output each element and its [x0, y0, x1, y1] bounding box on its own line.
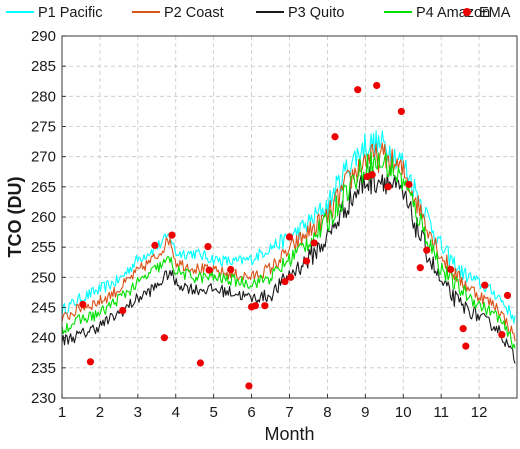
grid	[61, 35, 517, 399]
legend-entry-p4-amazon: P4 Amazon	[384, 5, 490, 21]
x-tick-label: 10	[395, 404, 412, 421]
y-tick-label: 235	[31, 360, 56, 377]
ema-point	[373, 81, 381, 90]
ema-point	[423, 246, 431, 254]
ema-point	[287, 273, 295, 281]
ema-point	[160, 334, 168, 342]
y-tick-label: 245	[31, 300, 56, 317]
x-tick-label: 2	[96, 404, 104, 421]
ema-point	[168, 231, 176, 239]
series-line-p2-coast	[62, 142, 516, 342]
legend-label: P4 Amazon	[416, 5, 490, 21]
ema-point	[245, 382, 253, 390]
y-tick-label: 230	[31, 390, 56, 407]
ema-point	[405, 180, 413, 189]
legend-label: P2 Coast	[164, 5, 224, 21]
x-tick-label: 9	[361, 404, 369, 421]
legend-label: P1 Pacific	[38, 5, 102, 21]
x-tick-label: 11	[433, 404, 449, 421]
ema-point	[384, 183, 392, 191]
ema-point	[498, 331, 506, 339]
tick-layer: 1 2 3 4 5 6 7 8 9 10 11 122302352402452502552602652…	[31, 28, 487, 421]
series-layer	[62, 81, 516, 390]
y-tick-label: 260	[31, 209, 56, 226]
y-tick-label: 250	[31, 269, 56, 286]
ema-point	[119, 306, 127, 315]
ema-point	[459, 325, 467, 333]
ema-point	[368, 171, 376, 179]
ema-point	[285, 233, 294, 241]
x-tick-label: 5	[209, 404, 217, 421]
ema-point	[302, 257, 311, 265]
ema-point	[86, 358, 95, 366]
x-tick-label: 7	[285, 404, 293, 421]
ema-point	[205, 266, 213, 274]
legend-label: EMA	[479, 5, 511, 21]
x-axis-title: Month	[264, 424, 314, 444]
legend-entry-ema: EMA	[463, 5, 511, 21]
ema-point	[462, 342, 470, 350]
y-tick-label: 255	[31, 239, 56, 256]
y-tick-label: 270	[31, 149, 56, 166]
x-tick-label: 8	[323, 404, 331, 421]
series-line-p4-amazon	[62, 151, 516, 349]
y-axis-title: TCO (DU)	[5, 177, 25, 258]
ema-point	[447, 265, 455, 274]
y-tick-label: 280	[31, 88, 56, 105]
ema-point	[354, 86, 362, 94]
y-tick-label: 265	[31, 179, 56, 196]
x-tick-label: 6	[247, 404, 255, 421]
legend-entry-p1-pacific: P1 Pacific	[6, 5, 102, 21]
ema-point	[397, 107, 405, 116]
x-tick-label: 12	[471, 404, 488, 421]
y-tick-label: 275	[31, 119, 56, 136]
ema-point	[481, 281, 489, 289]
legend-label: P3 Quito	[288, 5, 344, 21]
ema-point	[204, 242, 212, 251]
ema-point	[79, 300, 87, 309]
legend-entry-p2-coast: P2 Coast	[132, 5, 224, 21]
ema-point	[227, 265, 235, 274]
ema-point	[151, 241, 159, 249]
ema-point	[310, 239, 318, 247]
ema-point	[416, 264, 424, 272]
x-tick-label: 3	[134, 404, 142, 421]
legend-entry-p3-quito: P3 Quito	[256, 5, 344, 21]
y-tick-label: 290	[31, 28, 56, 45]
y-tick-label: 240	[31, 330, 56, 347]
ema-point	[331, 133, 339, 141]
ema-point	[251, 302, 259, 310]
ema-point	[196, 359, 204, 367]
ema-point	[261, 302, 269, 310]
x-tick-label: 1	[58, 404, 66, 421]
ema-point	[503, 291, 512, 300]
y-tick-label: 285	[31, 58, 56, 75]
ema-point	[281, 277, 289, 286]
legend-swatch	[463, 8, 471, 16]
x-tick-label: 4	[172, 404, 180, 421]
